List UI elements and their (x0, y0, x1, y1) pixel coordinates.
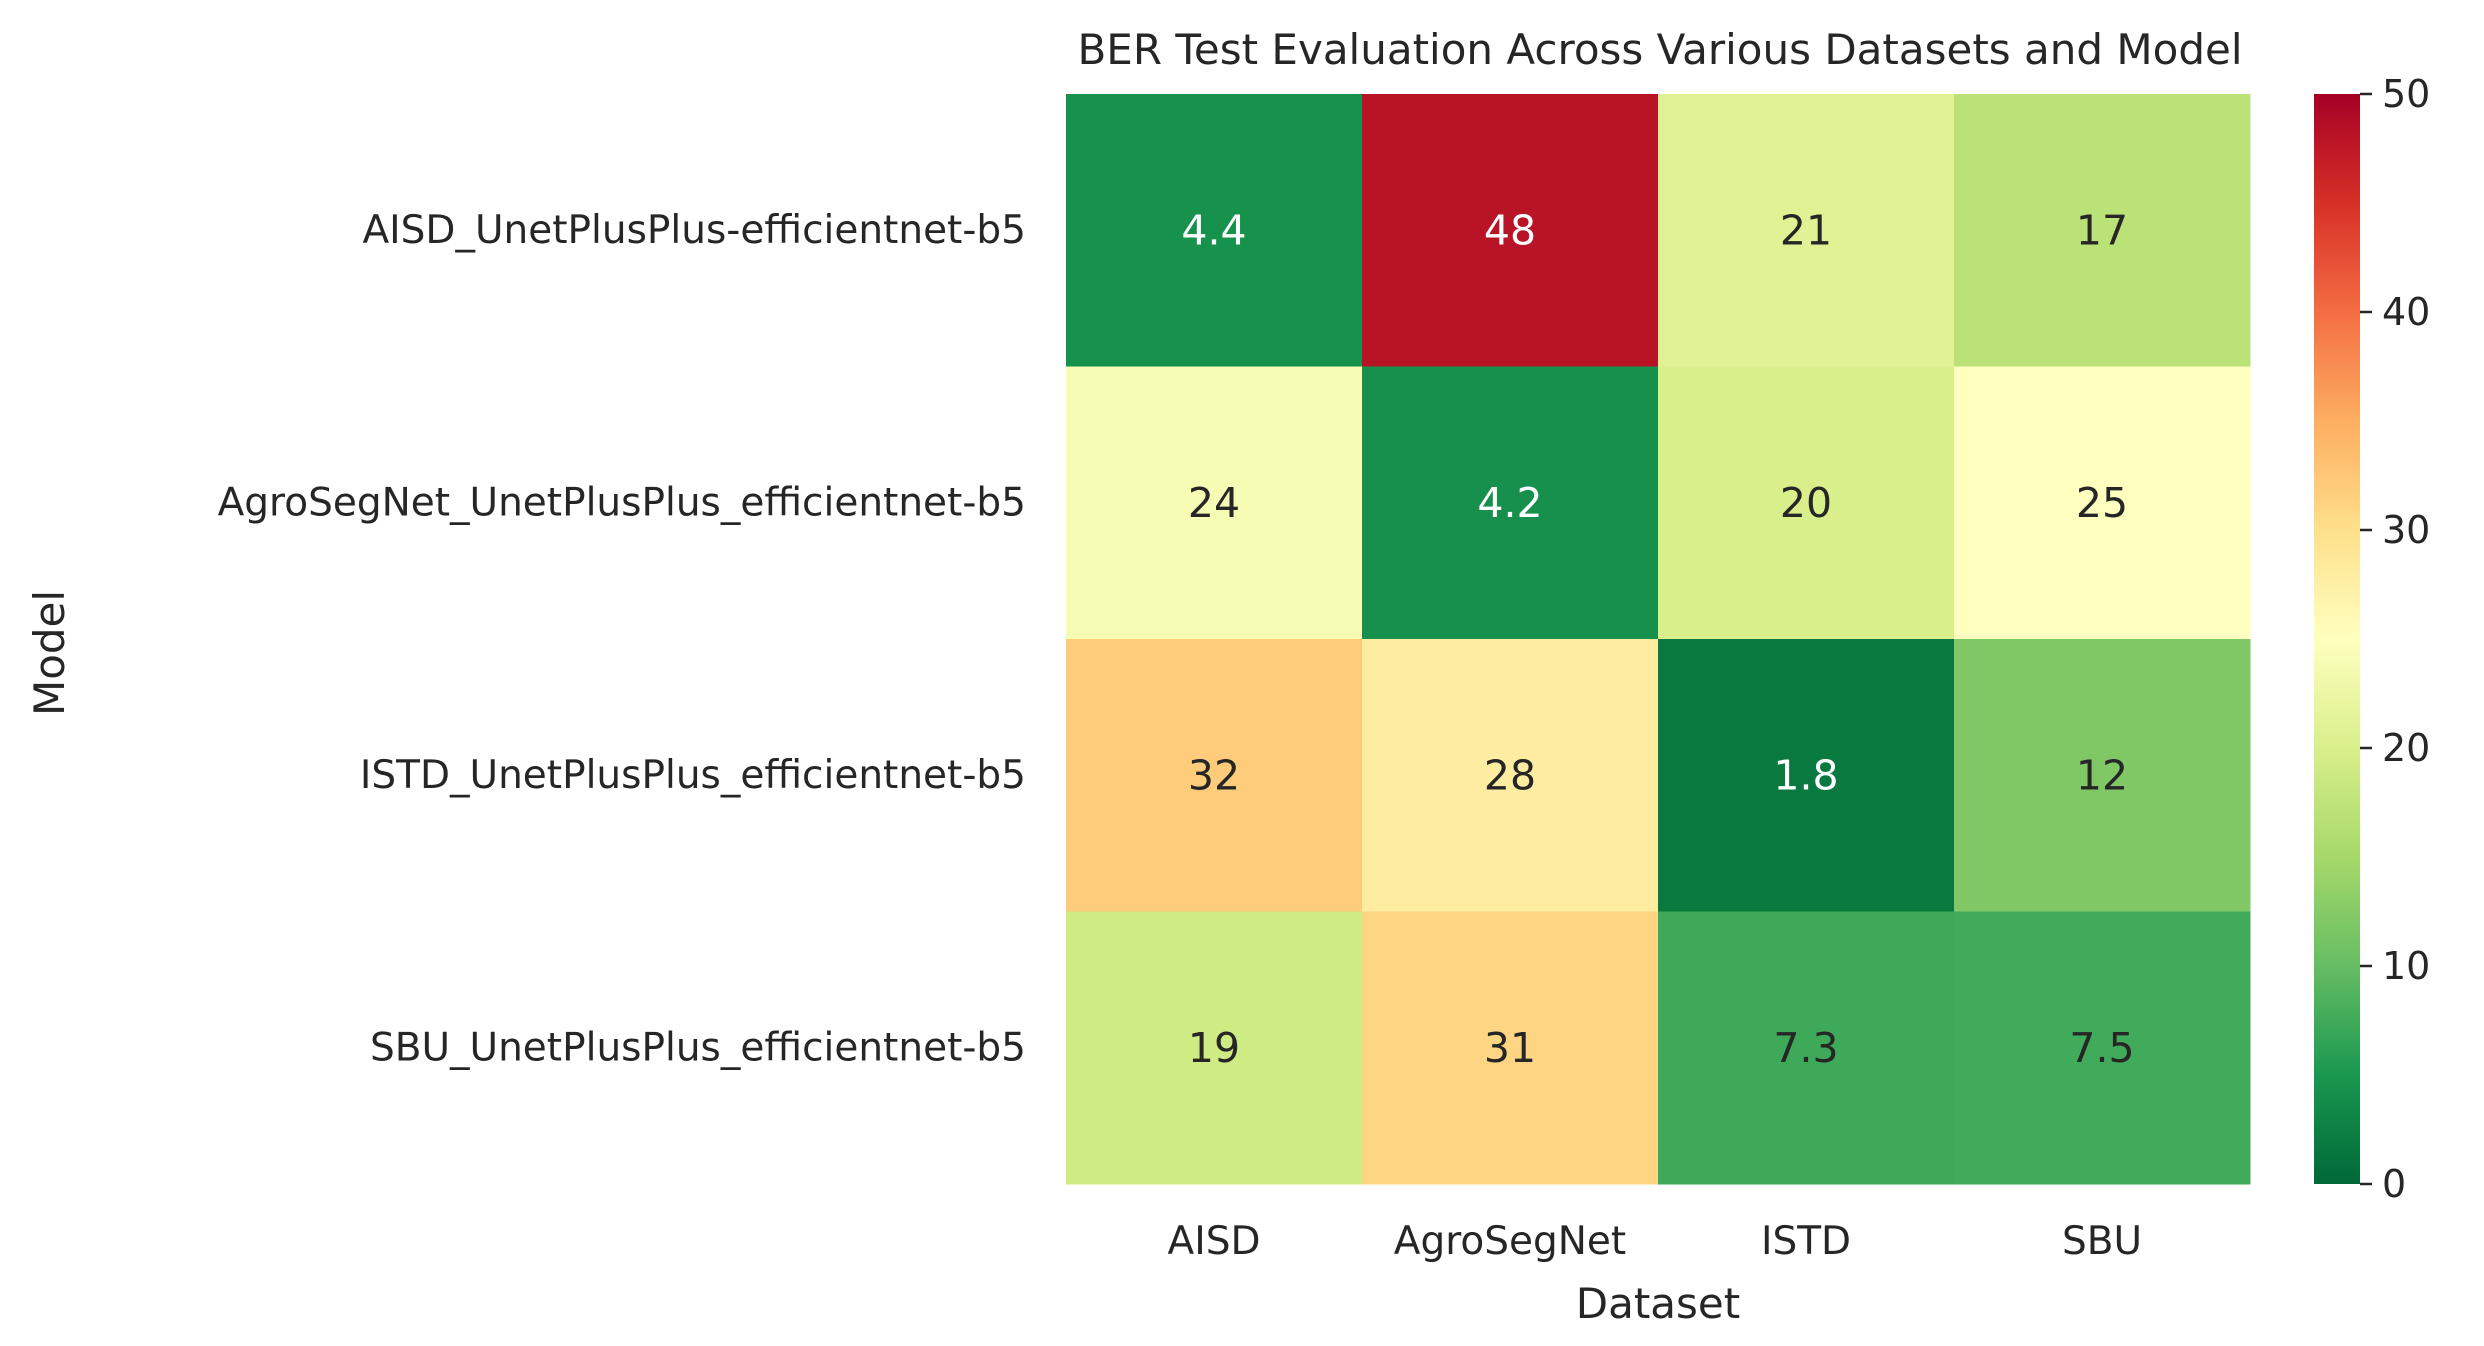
heatmap-cell-r3-c3 (1954, 911, 2251, 1185)
x-tick-label: SBU (2062, 1219, 2142, 1264)
heatmap-cell-r1-c3 (1954, 366, 2251, 640)
heatmap-cell-r2-c0 (1066, 639, 1363, 912)
heatmap-cell-r2-c3 (1954, 639, 2251, 912)
cell-value-labels: 4.4 48 21 17 24 4.2 20 25 32 28 1.8 12 19 31 7.3 7.5 (1181, 206, 2134, 1072)
chart-title: BER Test Evaluation Across Various Datas… (1077, 25, 2242, 74)
x-tick-label: ISTD (1761, 1219, 1851, 1264)
heatmap-cell-r1-c1 (1362, 366, 1659, 640)
cell-label-r1-c1: 4.2 (1477, 479, 1542, 527)
colorbar-tick-label: 10 (2382, 944, 2430, 988)
y-tick-label: ISTD_UnetPlusPlus_efficientnet-b5 (360, 753, 1026, 798)
cell-label-r0-c2: 21 (1780, 206, 1832, 254)
colorbar: 0 10 20 30 40 50 (2314, 72, 2430, 1206)
colorbar-tick-label: 30 (2382, 508, 2430, 552)
x-tick-label: AISD (1168, 1219, 1261, 1264)
cell-label-r0-c3: 17 (2076, 206, 2128, 254)
cell-label-r2-c0: 32 (1188, 751, 1240, 799)
colorbar-ticks: 0 10 20 30 40 50 (2360, 72, 2430, 1206)
y-tick-label: AgroSegNet_UnetPlusPlus_efficientnet-b5 (218, 480, 1026, 525)
cell-label-r2-c3: 12 (2076, 751, 2128, 799)
cell-label-r3-c0: 19 (1188, 1024, 1240, 1072)
colorbar-gradient (2314, 94, 2360, 1184)
heatmap-cell-r3-c0 (1066, 911, 1363, 1185)
y-tick-labels: AISD_UnetPlusPlus-efficientnet-b5 AgroSeg… (218, 208, 1026, 1071)
colorbar-tick-label: 20 (2382, 726, 2430, 770)
heatmap-cells (1066, 94, 2251, 1185)
x-tick-labels: AISD AgroSegNet ISTD SBU (1168, 1219, 2143, 1264)
colorbar-tick-label: 50 (2382, 72, 2430, 116)
colorbar-tick-label: 40 (2382, 290, 2430, 334)
heatmap-cell-r0-c3 (1954, 94, 2251, 367)
x-tick-label: AgroSegNet (1394, 1219, 1626, 1264)
heatmap-cell-r2-c2 (1658, 639, 1955, 912)
cell-label-r2-c1: 28 (1484, 751, 1536, 799)
y-tick-label: AISD_UnetPlusPlus-efficientnet-b5 (363, 208, 1027, 253)
cell-label-r0-c0: 4.4 (1181, 206, 1246, 254)
cell-label-r1-c0: 24 (1188, 479, 1240, 527)
heatmap-cell-r0-c0 (1066, 94, 1363, 367)
y-axis-label: Model (25, 590, 74, 716)
cell-label-r3-c3: 7.5 (2069, 1024, 2134, 1072)
cell-label-r3-c2: 7.3 (1773, 1024, 1838, 1072)
cell-label-r3-c1: 31 (1484, 1024, 1536, 1072)
heatmap-cell-r1-c0 (1066, 366, 1363, 640)
cell-label-r1-c2: 20 (1780, 479, 1832, 527)
cell-label-r2-c2: 1.8 (1773, 751, 1838, 799)
cell-label-r1-c3: 25 (2076, 479, 2128, 527)
heatmap-cell-r3-c1 (1362, 911, 1659, 1185)
cell-label-r0-c1: 48 (1484, 206, 1536, 254)
heatmap-cell-r0-c1 (1362, 94, 1659, 367)
heatmap-cell-r2-c1 (1362, 639, 1659, 912)
heatmap-cell-r1-c2 (1658, 366, 1955, 640)
heatmap-cell-r0-c2 (1658, 94, 1955, 367)
heatmap-cell-r3-c2 (1658, 911, 1955, 1185)
x-axis-label: Dataset (1576, 1279, 1740, 1328)
colorbar-tick-label: 0 (2382, 1162, 2406, 1206)
y-tick-label: SBU_UnetPlusPlus_efficientnet-b5 (370, 1025, 1026, 1070)
